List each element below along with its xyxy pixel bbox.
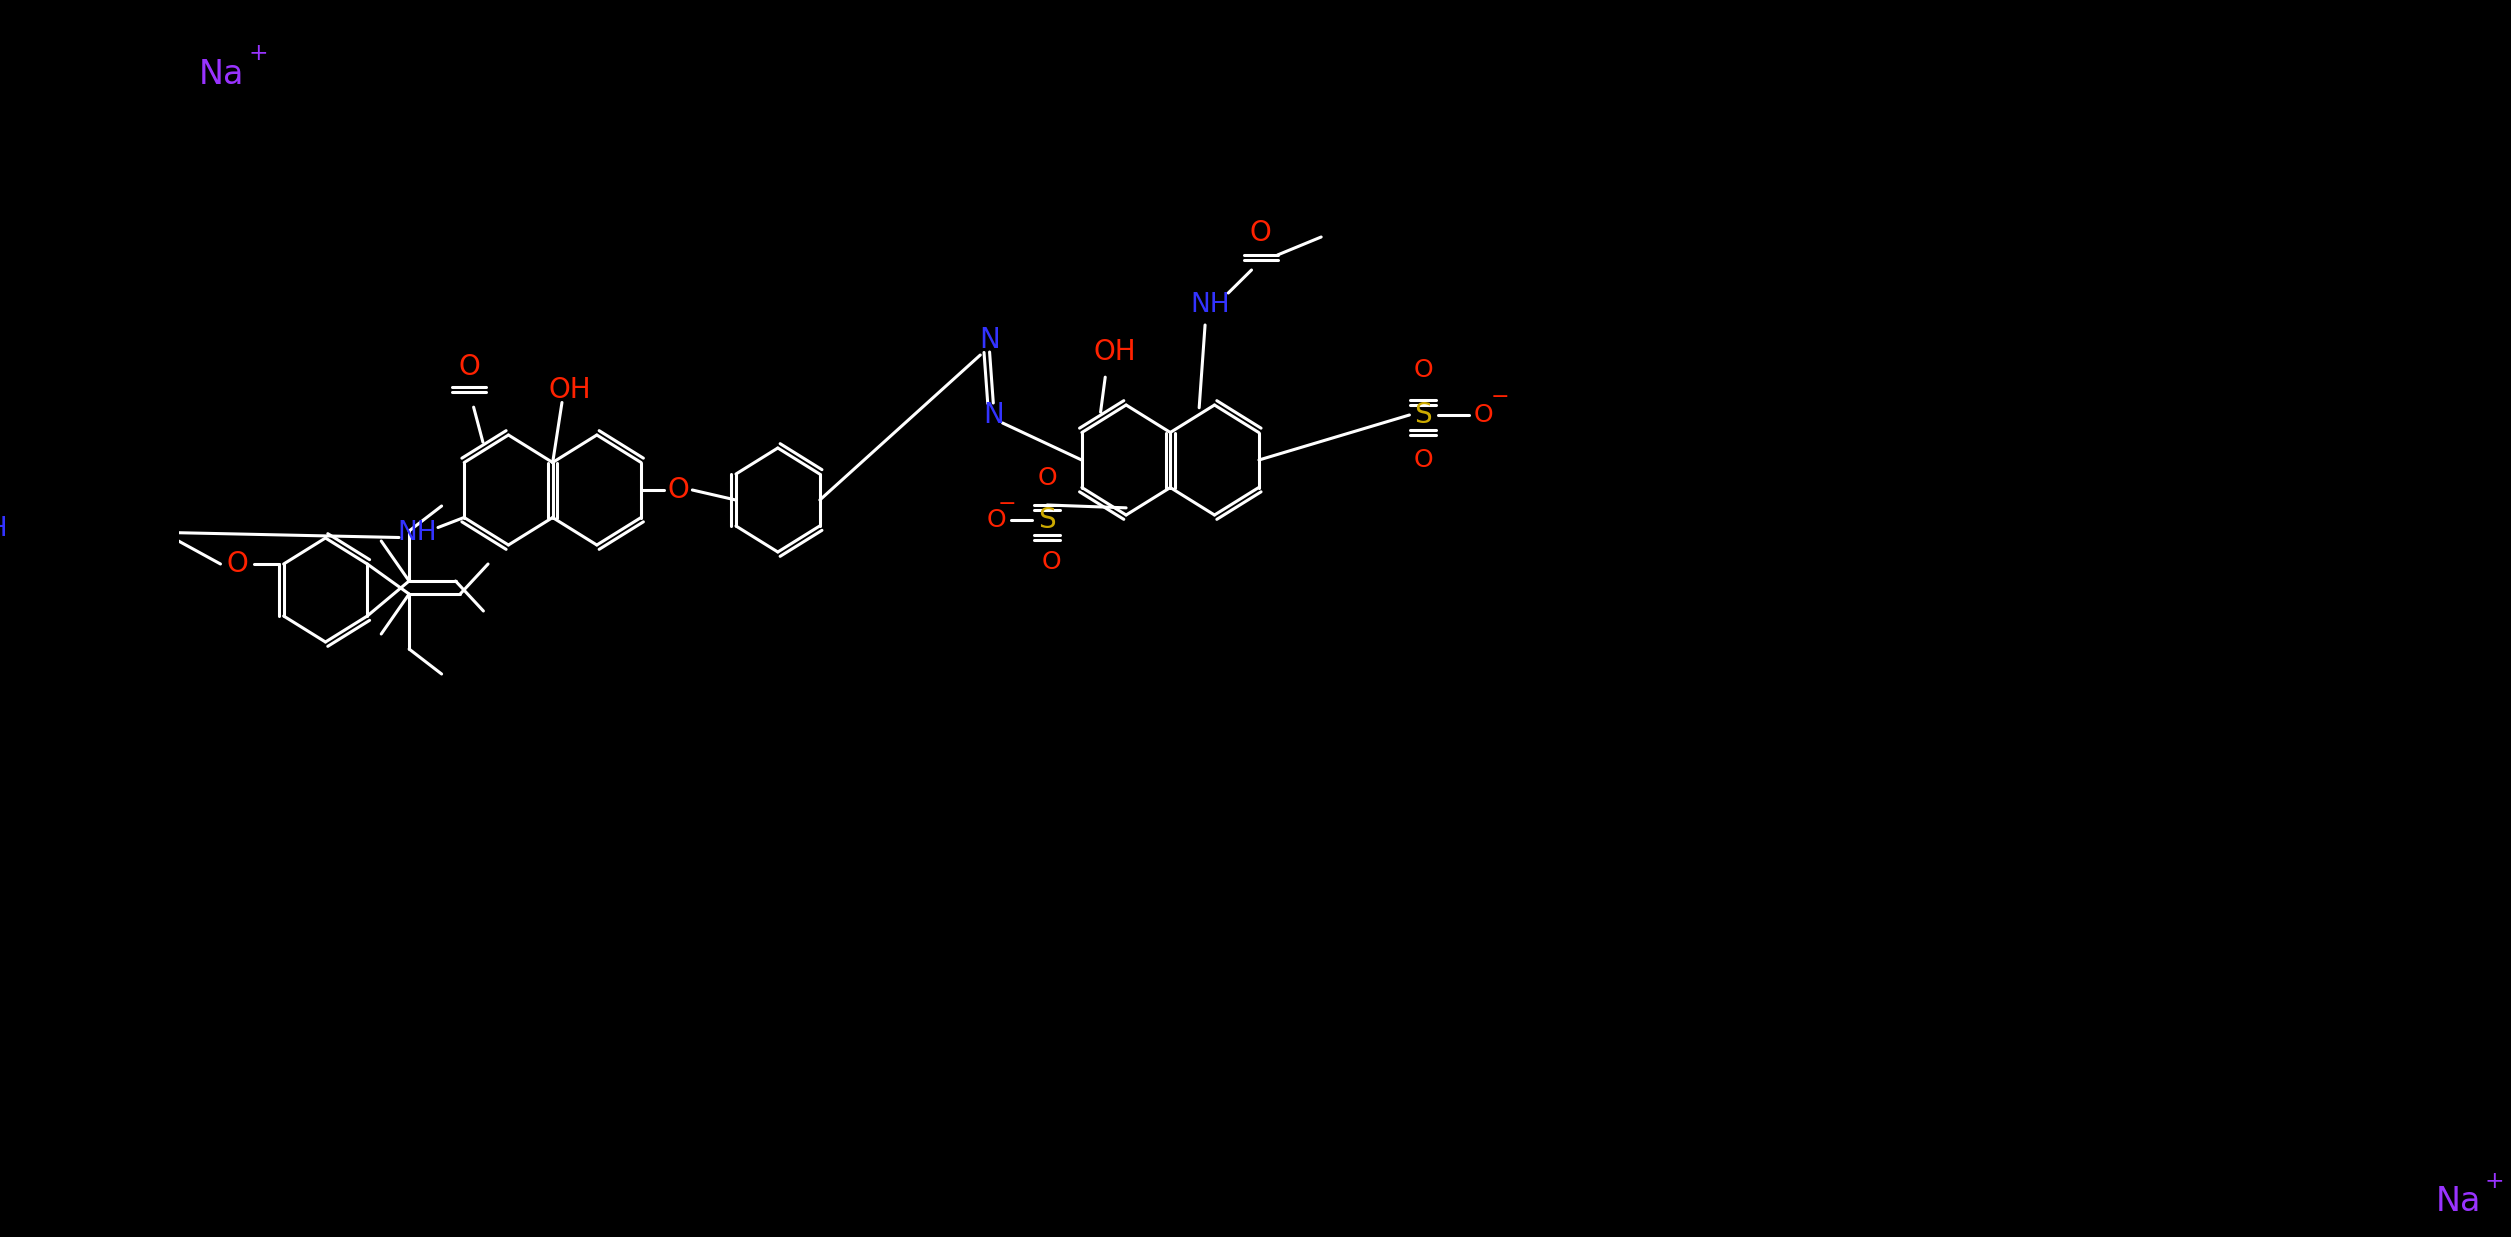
Text: S: S xyxy=(1414,401,1431,429)
Text: N: N xyxy=(982,401,1004,429)
Text: NH: NH xyxy=(0,516,8,542)
Text: S: S xyxy=(1040,506,1057,534)
Text: +: + xyxy=(2486,1170,2503,1192)
Text: O: O xyxy=(1037,466,1057,490)
Text: NH: NH xyxy=(1190,292,1230,318)
Text: NH: NH xyxy=(397,520,437,546)
Text: Na: Na xyxy=(2436,1185,2481,1218)
Text: −: − xyxy=(997,494,1017,515)
Text: O: O xyxy=(1250,219,1271,247)
Text: O: O xyxy=(668,476,691,503)
Text: O: O xyxy=(1474,403,1494,427)
Text: OH: OH xyxy=(1092,338,1135,366)
Text: O: O xyxy=(1414,448,1434,473)
Text: N: N xyxy=(979,327,999,354)
Text: O: O xyxy=(987,508,1007,532)
Text: −: − xyxy=(1492,387,1509,407)
Text: O: O xyxy=(226,550,249,578)
Text: Na: Na xyxy=(198,58,244,92)
Text: O: O xyxy=(1042,550,1062,574)
Text: +: + xyxy=(249,42,269,66)
Text: O: O xyxy=(1414,357,1434,382)
Text: OH: OH xyxy=(547,376,590,404)
Text: O: O xyxy=(457,353,480,381)
